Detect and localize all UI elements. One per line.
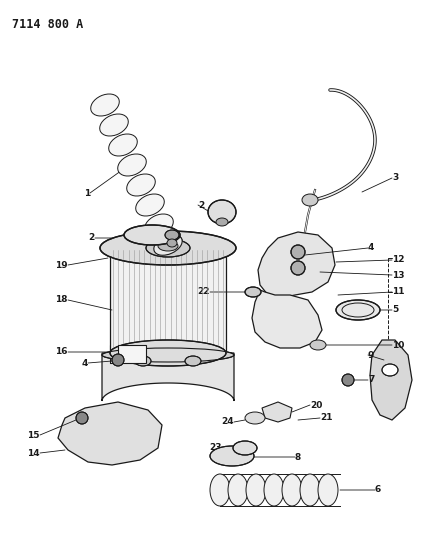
Text: 14: 14 [27,448,40,457]
Polygon shape [370,340,412,420]
Ellipse shape [210,446,254,466]
Ellipse shape [291,245,305,259]
Text: 19: 19 [55,261,68,270]
Ellipse shape [165,230,179,240]
Text: 17: 17 [148,345,160,354]
Ellipse shape [100,114,128,136]
Ellipse shape [245,412,265,424]
Polygon shape [58,402,162,465]
Text: 12: 12 [392,255,404,264]
Text: 18: 18 [56,295,68,304]
Ellipse shape [282,474,302,506]
Ellipse shape [310,340,326,350]
Ellipse shape [291,261,305,275]
Text: 24: 24 [221,417,234,426]
Text: 8: 8 [295,453,301,462]
Ellipse shape [110,340,226,366]
Polygon shape [258,232,335,298]
Ellipse shape [127,174,155,196]
Ellipse shape [228,474,248,506]
Text: 6: 6 [375,486,381,495]
Ellipse shape [167,239,177,247]
Ellipse shape [342,374,354,386]
Ellipse shape [264,474,284,506]
Ellipse shape [154,234,182,256]
Ellipse shape [216,218,228,226]
Ellipse shape [118,154,146,176]
Ellipse shape [76,412,88,424]
Ellipse shape [210,474,230,506]
Ellipse shape [245,287,261,297]
Text: 2: 2 [89,233,95,243]
Text: 9: 9 [368,351,374,359]
Text: 22: 22 [197,287,210,296]
Text: 7114 800 A: 7114 800 A [12,18,83,31]
Polygon shape [252,290,322,348]
Ellipse shape [109,134,137,156]
Text: 1: 1 [84,189,90,198]
Text: 13: 13 [392,271,404,279]
Text: 15: 15 [27,431,40,440]
Ellipse shape [154,235,182,255]
Ellipse shape [233,441,257,455]
Ellipse shape [336,300,380,320]
Polygon shape [102,353,234,401]
Ellipse shape [185,356,201,366]
Bar [118,345,146,363]
Text: 3: 3 [392,174,398,182]
Ellipse shape [300,474,320,506]
Text: 4: 4 [82,359,88,367]
Ellipse shape [158,241,178,251]
Ellipse shape [302,194,318,206]
Ellipse shape [318,474,338,506]
Ellipse shape [124,225,180,245]
Ellipse shape [100,231,236,265]
Ellipse shape [112,354,124,366]
Text: 21: 21 [320,414,333,423]
Text: 4: 4 [368,244,374,253]
Text: 5: 5 [392,305,398,314]
Ellipse shape [91,94,119,116]
Text: 10: 10 [392,341,404,350]
Ellipse shape [208,200,236,224]
Ellipse shape [102,348,234,362]
Bar [110,248,226,353]
Text: 20: 20 [310,400,322,409]
Ellipse shape [246,474,266,506]
Ellipse shape [145,214,173,236]
Text: 11: 11 [392,287,404,296]
Polygon shape [262,402,292,422]
Text: 23: 23 [209,443,222,453]
Text: 16: 16 [56,348,68,357]
Text: 7: 7 [368,376,374,384]
Ellipse shape [382,364,398,376]
Text: 2: 2 [198,200,204,209]
Ellipse shape [136,194,164,216]
Ellipse shape [135,356,151,366]
Ellipse shape [146,239,190,257]
